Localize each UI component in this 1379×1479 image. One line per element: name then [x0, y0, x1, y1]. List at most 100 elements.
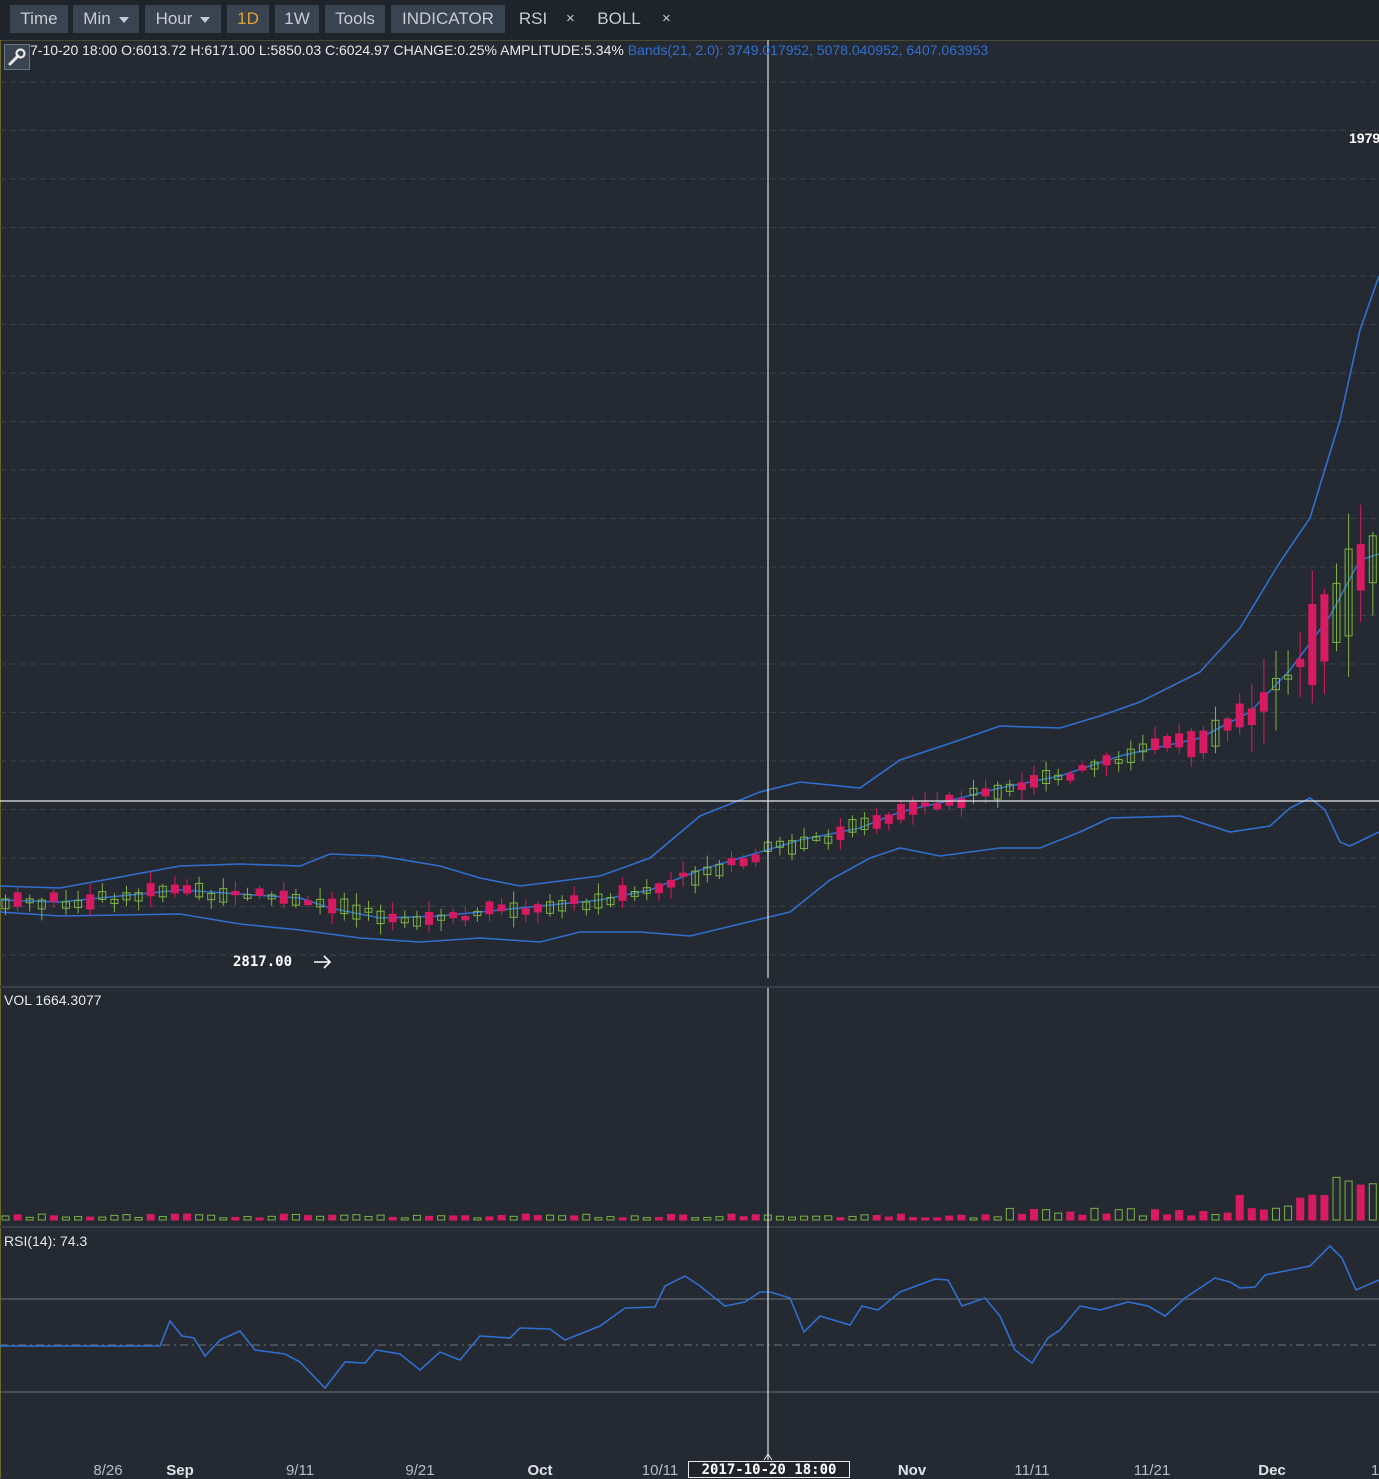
- x-axis-tick-label: 10/11: [641, 1462, 679, 1479]
- volume-bar: [933, 1217, 942, 1221]
- candle-body: [304, 900, 312, 906]
- settings-wrench-button[interactable]: [4, 44, 30, 70]
- volume-bar: [582, 1213, 591, 1221]
- volume-bar: [231, 1216, 240, 1221]
- candle-body: [969, 787, 978, 796]
- candle-body: [243, 894, 252, 899]
- volume-bar: [86, 1216, 95, 1221]
- volume-bar: [340, 1214, 349, 1221]
- volume-bar: [1320, 1195, 1329, 1221]
- volume-bar: [485, 1216, 494, 1221]
- ohlc-values: 7-10-20 18:00 O:6013.72 H:6171.00 L:5850…: [30, 42, 624, 58]
- candle-body: [388, 913, 397, 923]
- volume-bar: [146, 1214, 155, 1221]
- volume-bar: [1308, 1194, 1317, 1221]
- tools-button[interactable]: Tools: [325, 5, 385, 33]
- candle-body: [860, 817, 869, 831]
- volume-bar: [352, 1214, 361, 1221]
- volume-bar: [836, 1217, 845, 1221]
- rsi-close-icon[interactable]: ×: [566, 10, 575, 27]
- volume-bar: [170, 1213, 179, 1221]
- candle-body: [836, 826, 845, 841]
- volume-bar: [134, 1216, 143, 1221]
- boll-indicator-tab[interactable]: BOLL: [597, 9, 641, 28]
- x-axis-tick-label: Dec: [1258, 1462, 1286, 1479]
- x-axis-tick-label: 9/21: [405, 1462, 435, 1479]
- low-price-marker: 2817.00: [233, 954, 293, 970]
- candle-body: [328, 898, 337, 914]
- candlestick-chart[interactable]: [0, 40, 1379, 1478]
- candle-body: [1151, 738, 1159, 750]
- candle-body: [207, 893, 216, 901]
- 1w-button[interactable]: 1W: [275, 5, 319, 33]
- candle-body: [1284, 674, 1293, 680]
- volume-bar: [1090, 1207, 1099, 1221]
- candle-body: [352, 904, 361, 920]
- volume-bar: [316, 1215, 325, 1221]
- candle-body: [1042, 769, 1051, 785]
- volume-bar: [1066, 1211, 1075, 1221]
- candle-body: [219, 888, 228, 903]
- chevron-down-icon: [200, 16, 211, 23]
- candle-body: [945, 794, 954, 806]
- volume-bar: [328, 1214, 337, 1221]
- candle-body: [364, 907, 373, 913]
- rsi-indicator-tab[interactable]: RSI: [518, 9, 548, 28]
- candle-body: [340, 898, 349, 915]
- candle-body: [110, 898, 119, 904]
- candle-body: [739, 858, 748, 867]
- crosshair-pointer-icon: [763, 1453, 773, 1461]
- candle-body: [630, 890, 639, 897]
- volume-bar: [703, 1216, 712, 1221]
- candle-body: [727, 858, 736, 866]
- candle-body: [1259, 692, 1268, 712]
- candle-body: [86, 894, 95, 910]
- candle-body: [1078, 765, 1087, 771]
- candle-body: [412, 916, 421, 927]
- volume-bar: [412, 1214, 421, 1221]
- volume-bar: [1151, 1209, 1159, 1221]
- volume-bar: [1356, 1184, 1365, 1221]
- candle-body: [316, 898, 325, 908]
- volume-bar: [1017, 1213, 1026, 1221]
- volume-bar: [884, 1216, 893, 1221]
- candle-body: [1199, 730, 1208, 754]
- candle-body: [37, 899, 46, 910]
- volume-bar: [860, 1214, 869, 1221]
- x-axis-tick-label: 9/11: [285, 1462, 315, 1479]
- volume-bar: [558, 1215, 567, 1221]
- volume-bar: [1163, 1214, 1172, 1221]
- volume-bar: [1272, 1207, 1280, 1221]
- volume-bar: [1247, 1208, 1256, 1221]
- candle-body: [449, 912, 458, 919]
- 1d-button[interactable]: 1D: [227, 5, 269, 33]
- hour-dropdown[interactable]: Hour: [145, 5, 221, 33]
- volume-bar: [1138, 1215, 1147, 1221]
- candle-body: [62, 901, 70, 909]
- candle-body: [667, 879, 675, 888]
- candle-body: [582, 901, 591, 911]
- candle-body: [195, 882, 204, 898]
- boll-close-icon[interactable]: ×: [662, 10, 671, 27]
- candle-body: [183, 885, 191, 894]
- indicator-button[interactable]: INDICATOR: [391, 5, 505, 33]
- candle-body: [122, 892, 131, 901]
- volume-bar: [279, 1213, 288, 1221]
- candle-body: [74, 900, 83, 908]
- volume-bar: [751, 1214, 760, 1221]
- candle-body: [618, 885, 627, 901]
- candle-body: [715, 863, 724, 877]
- candle-body: [533, 904, 542, 913]
- volume-bar: [1199, 1211, 1208, 1221]
- volume-bar: [425, 1215, 433, 1221]
- bollinger-bands: [0, 275, 1379, 943]
- volume-bar: [1284, 1205, 1293, 1221]
- volume-bar: [1259, 1209, 1268, 1221]
- volume-bar: [437, 1215, 446, 1221]
- volume-bar: [896, 1213, 905, 1221]
- min-dropdown[interactable]: Min: [73, 5, 139, 33]
- volume-bar: [449, 1215, 458, 1221]
- volume-bar: [62, 1216, 70, 1221]
- candles: [1, 504, 1377, 935]
- time-button[interactable]: Time: [10, 5, 68, 33]
